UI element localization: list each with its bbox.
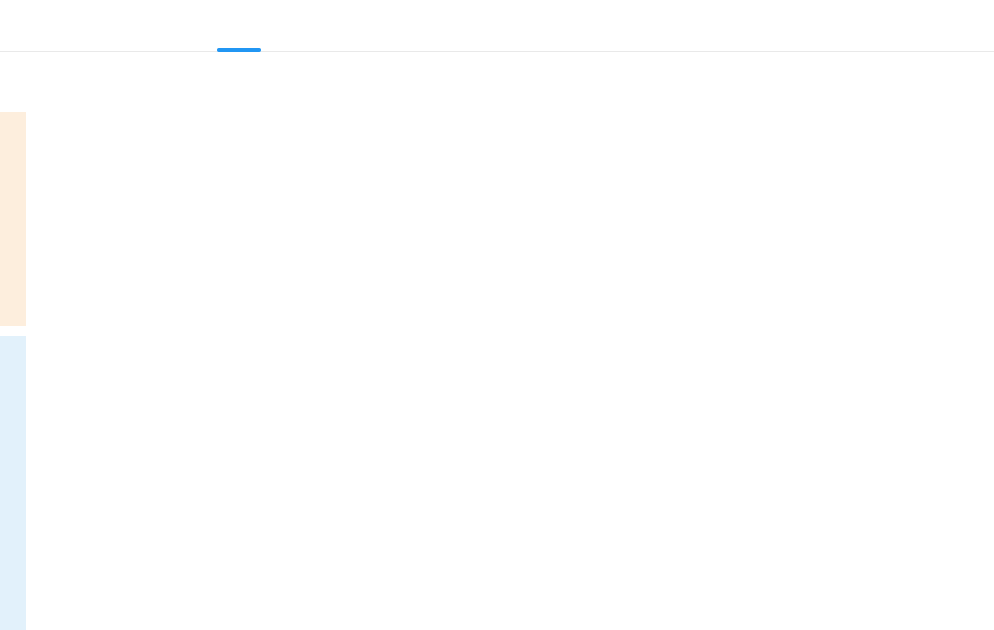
tab-bar <box>0 0 994 52</box>
tab-past-24h[interactable] <box>13 0 57 51</box>
night-weather-row <box>68 530 984 560</box>
sidebar-daytime-section <box>0 112 26 326</box>
temperature-chart <box>68 278 984 488</box>
night-icons-row <box>68 488 984 530</box>
dates-row <box>68 160 984 190</box>
sidebar-night-section <box>0 336 26 630</box>
tab-next-7-days[interactable] <box>217 0 261 52</box>
day-names-row <box>68 118 984 160</box>
day-icons-row <box>68 224 984 278</box>
wind-row <box>68 560 984 612</box>
forecast-grid <box>68 118 984 612</box>
day-weather-row <box>68 190 984 224</box>
tab-next-24h[interactable] <box>115 0 159 51</box>
